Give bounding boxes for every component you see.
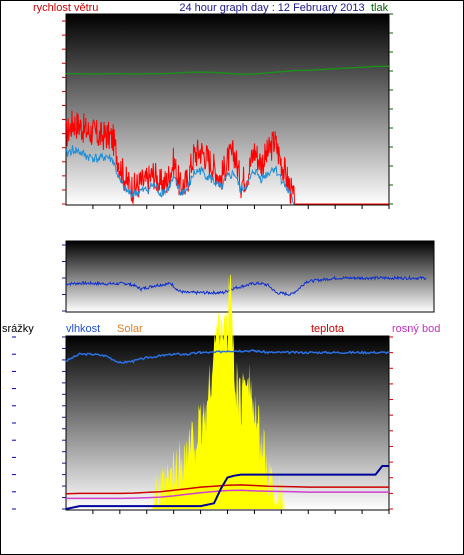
temperature-humidity-chart [12,274,393,514]
humidity-axis-title: vlhkost [66,323,100,335]
dewpoint-axis-title: rosný bod [392,323,440,335]
direction-panel-background [65,240,435,313]
chart-title: 24 hour graph day : 12 February 2013 [179,2,364,14]
pressure-axis-title: tlak [371,2,389,14]
rain-line [65,465,389,510]
wind-direction-line [65,274,427,297]
temperature-line [65,484,389,495]
wind-direction-chart [62,244,427,312]
pressure-line [66,65,389,76]
wind-speed-line [65,110,389,205]
wind-pressure-chart [62,13,393,209]
wind-panel-background [65,13,390,206]
solar-radiation-area [149,274,284,509]
humidity-line [65,349,390,364]
wind-average-line [65,145,295,205]
rain-axis-title: srážky [2,323,34,335]
wind-axis-title: rychlost větru [33,2,98,14]
solar-axis-title: Solar [117,323,143,335]
temperature-axis-title: teplota [311,323,345,335]
dewpoint-line [66,489,389,500]
